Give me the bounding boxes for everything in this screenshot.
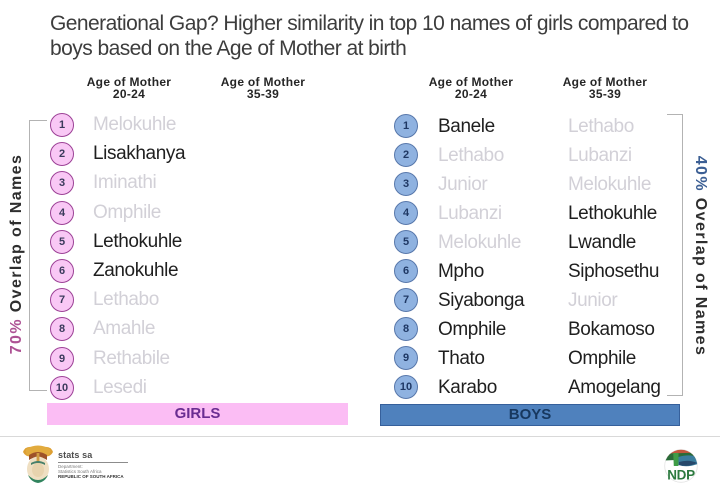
svg-text:NDP: NDP xyxy=(667,468,695,483)
